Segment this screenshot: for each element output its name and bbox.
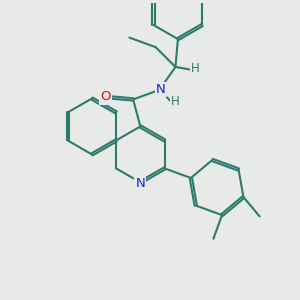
Text: H: H <box>191 61 200 74</box>
Text: N: N <box>136 177 145 190</box>
Text: H: H <box>171 95 180 108</box>
Text: N: N <box>156 83 166 96</box>
Text: O: O <box>100 91 110 103</box>
